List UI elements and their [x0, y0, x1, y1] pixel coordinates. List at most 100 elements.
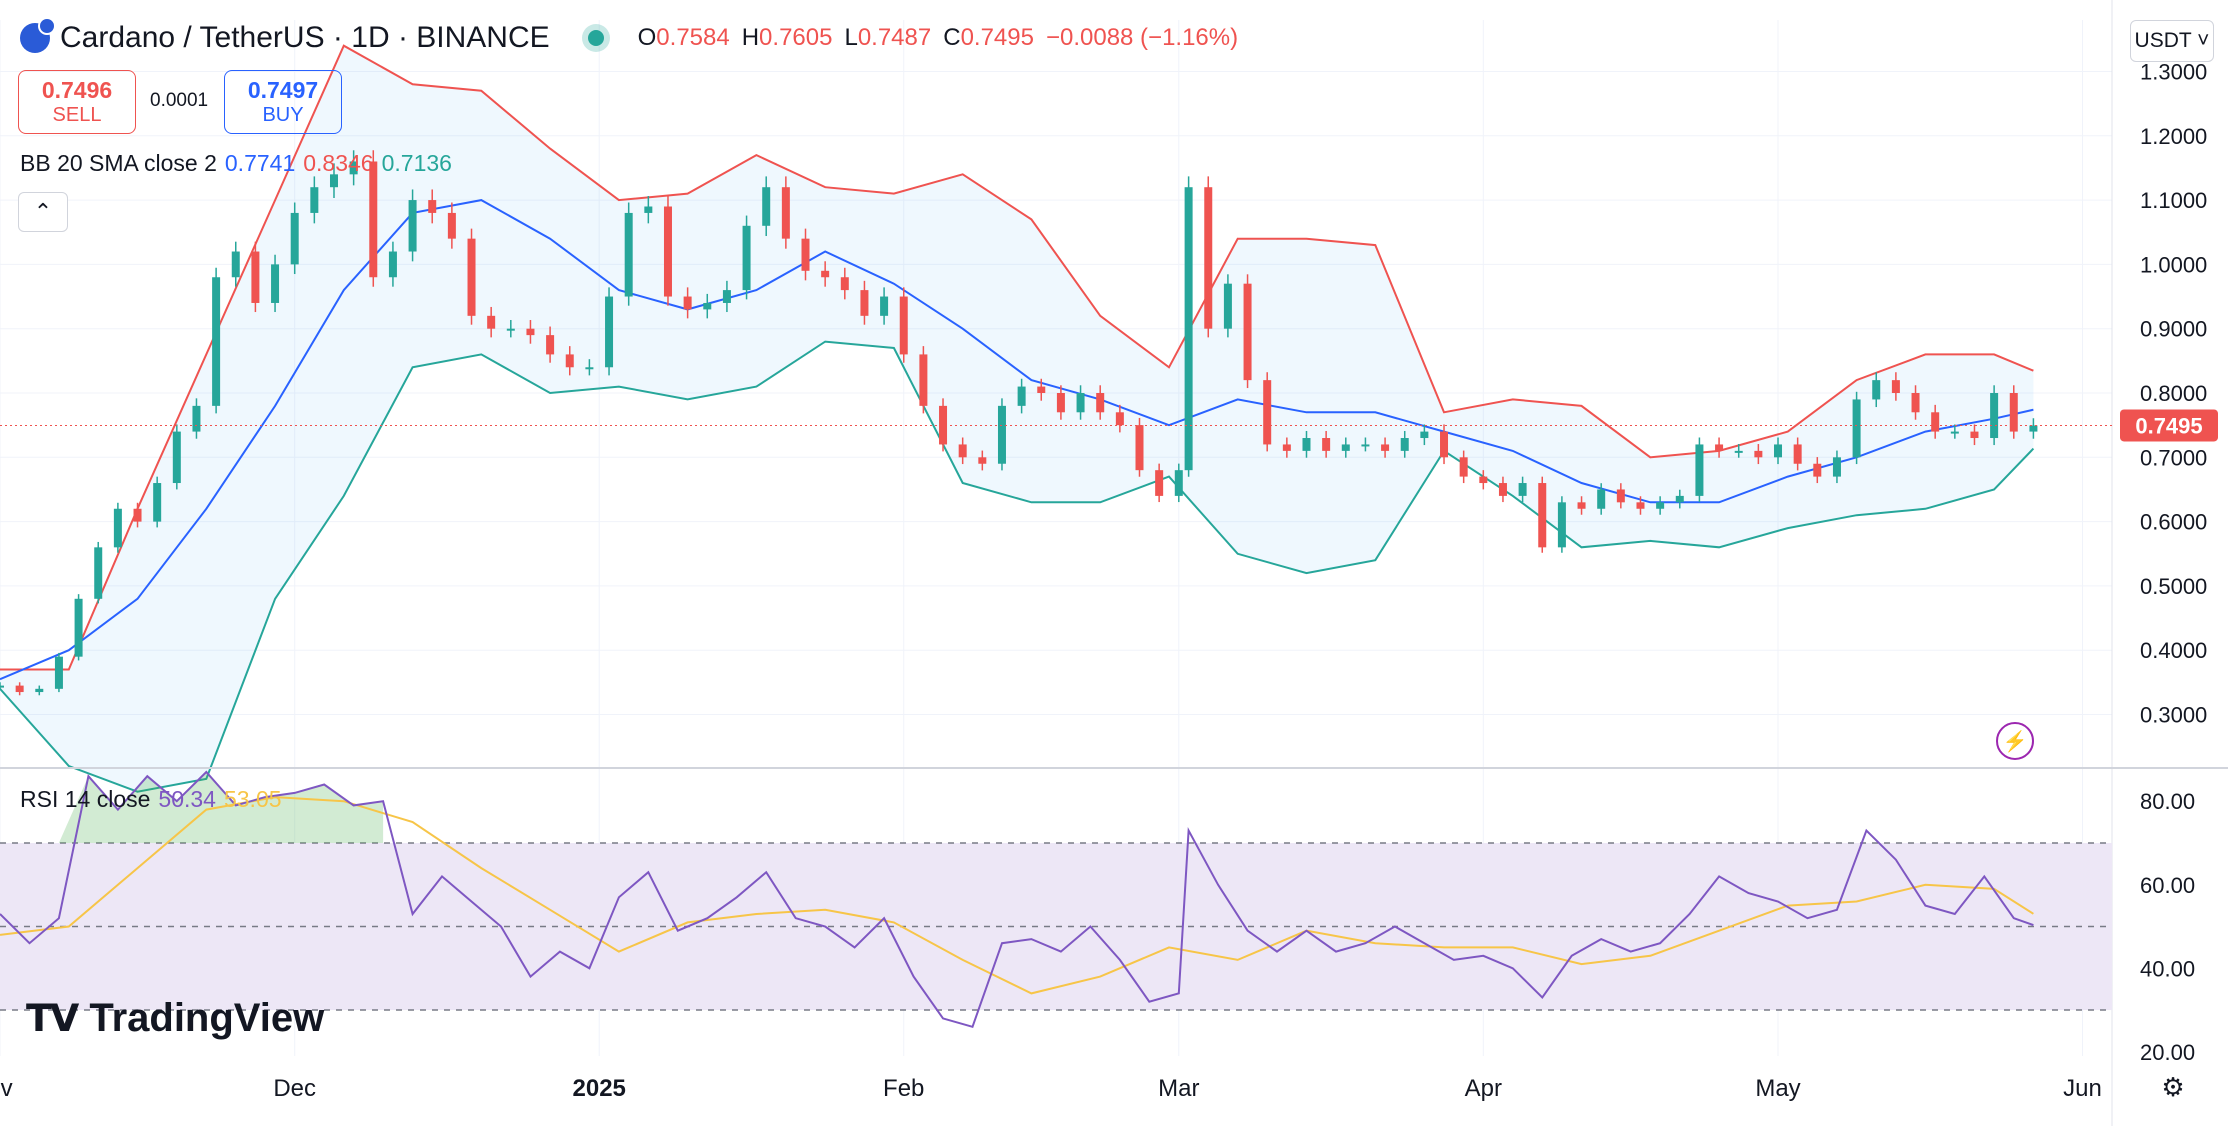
candle-body — [212, 277, 221, 406]
time-tick-label: ov — [0, 1075, 13, 1102]
candle-body — [624, 212, 633, 297]
candle-body — [1518, 483, 1527, 496]
time-tick-label: 2025 — [573, 1075, 626, 1102]
collapse-legend-button[interactable]: ⌃ — [18, 192, 68, 232]
sell-label: SELL — [52, 104, 102, 126]
candle-body — [1616, 489, 1625, 503]
candle-body — [703, 302, 712, 310]
symbol-title[interactable]: Cardano / TetherUS · 1D · BINANCE — [60, 21, 550, 54]
time-tick-label: Feb — [883, 1075, 924, 1102]
rsi-ma-value: 53.05 — [223, 786, 282, 812]
bollinger-label: BB 20 SMA close 2 — [20, 150, 217, 176]
candle-body — [762, 187, 771, 226]
rsi-legend[interactable]: RSI 14 close 50.34 53.05 — [20, 786, 282, 813]
candle-body — [1695, 444, 1704, 496]
candle-body — [271, 264, 280, 303]
candle-body — [113, 508, 122, 548]
time-axis[interactable]: ov Dec 2025 Feb Mar Apr May Jun — [0, 1075, 2102, 1102]
candle-body — [1715, 444, 1724, 451]
candle-body — [1891, 380, 1900, 393]
candle-body — [644, 206, 653, 213]
candle-body — [919, 354, 928, 406]
bollinger-lower-line — [0, 340, 2035, 793]
currency-selector[interactable]: USDT ˅ — [2130, 20, 2214, 62]
candle-body — [1381, 444, 1390, 451]
rsi-axis[interactable]: 80.00 60.00 40.00 20.00 — [2140, 789, 2195, 1065]
candle-body — [1950, 431, 1959, 434]
candlestick-series — [0, 150, 2038, 696]
bollinger-fill-area — [0, 45, 2034, 792]
candle-body — [565, 354, 574, 368]
buy-price: 0.7497 — [247, 77, 319, 103]
candle-body — [1115, 412, 1124, 426]
candle-body — [388, 251, 397, 278]
candle-body — [1813, 463, 1822, 477]
candle-body — [1420, 431, 1429, 439]
ohlc-low: L0.7487 — [844, 24, 932, 51]
rsi-value: 50.34 — [158, 786, 216, 812]
candle-body — [1223, 283, 1232, 329]
candle-body — [408, 200, 417, 252]
candle-body — [1872, 380, 1881, 400]
price-tick-label: 1.3000 — [2140, 59, 2207, 84]
candle-body — [1597, 489, 1606, 509]
candle-body — [487, 315, 496, 329]
watermark-text: TradingView — [89, 996, 325, 1040]
price-tick-label: 0.9000 — [2140, 317, 2207, 342]
candle-body — [172, 431, 181, 484]
candle-body — [506, 328, 515, 331]
candle-body — [1656, 502, 1665, 509]
candle-body — [192, 405, 201, 432]
candle-body — [1056, 393, 1065, 413]
candle-body — [74, 598, 83, 657]
last-price-marker: 0.7495 — [0, 409, 2218, 442]
candle-body — [1538, 483, 1547, 548]
candle-body — [1017, 386, 1026, 406]
candle-body — [1557, 502, 1566, 548]
candle-body — [1361, 444, 1370, 447]
time-tick-label: Apr — [1465, 1075, 1502, 1102]
buy-button[interactable]: 0.7497 BUY — [224, 70, 342, 134]
bollinger-lower-value: 0.7136 — [381, 150, 452, 176]
rsi-line — [0, 770, 2034, 1029]
candle-body — [1400, 438, 1409, 451]
candle-body — [997, 405, 1006, 464]
candle-body — [526, 328, 535, 336]
rsi-lines — [0, 770, 2034, 1029]
candle-body — [742, 225, 751, 291]
gear-icon[interactable]: ⚙ — [2161, 1071, 2185, 1102]
lightning-icon[interactable]: ⚡ — [1996, 722, 2034, 760]
price-tick-label: 0.4000 — [2140, 638, 2207, 663]
bollinger-legend[interactable]: BB 20 SMA close 2 0.7741 0.8346 0.7136 — [20, 150, 452, 177]
candle-body — [428, 200, 437, 213]
candle-body — [958, 444, 967, 458]
candle-body — [231, 251, 240, 278]
candle-body — [1931, 412, 1940, 432]
bollinger-upper-value: 0.8346 — [303, 150, 374, 176]
time-tick-label: May — [1755, 1075, 1800, 1102]
candle-body — [939, 405, 948, 445]
candle-body — [447, 212, 456, 239]
candle-body — [585, 367, 594, 370]
tradingview-logo-icon: 𝗧𝗩 — [26, 998, 79, 1040]
candle-body — [310, 187, 319, 213]
price-axis[interactable]: 1.3000 1.2000 1.1000 1.0000 0.9000 0.8000 0.70… — [2111, 0, 2207, 1126]
price-tick-label: 0.7000 — [2140, 445, 2207, 470]
bollinger-basis-line — [0, 199, 2034, 681]
candle-body — [1675, 495, 1684, 503]
candle-body — [781, 187, 790, 239]
candle-body — [801, 238, 810, 271]
candle-body — [1322, 438, 1331, 451]
candle-body — [290, 212, 299, 265]
candle-body — [1734, 450, 1743, 453]
market-status-icon[interactable] — [587, 30, 604, 46]
candle-body — [1135, 425, 1144, 471]
candle-body — [369, 161, 378, 278]
candle-body — [133, 508, 142, 522]
sell-button[interactable]: 0.7496 SELL — [18, 70, 136, 134]
candle-body — [1341, 444, 1350, 451]
candle-body — [1793, 444, 1802, 464]
candle-body — [1302, 438, 1311, 451]
bollinger-basis-value: 0.7741 — [224, 150, 296, 176]
